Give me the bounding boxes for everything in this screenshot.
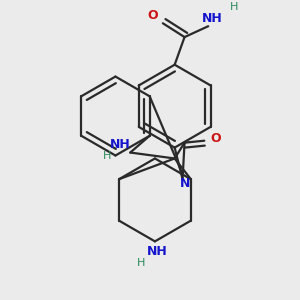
Text: O: O [148,9,158,22]
Text: NH: NH [202,12,223,25]
Text: H: H [102,152,111,161]
Text: NH: NH [110,138,131,151]
Text: H: H [230,2,238,13]
Text: H: H [137,258,145,268]
Text: N: N [180,177,191,190]
Text: NH: NH [146,245,167,258]
Text: O: O [211,132,221,145]
